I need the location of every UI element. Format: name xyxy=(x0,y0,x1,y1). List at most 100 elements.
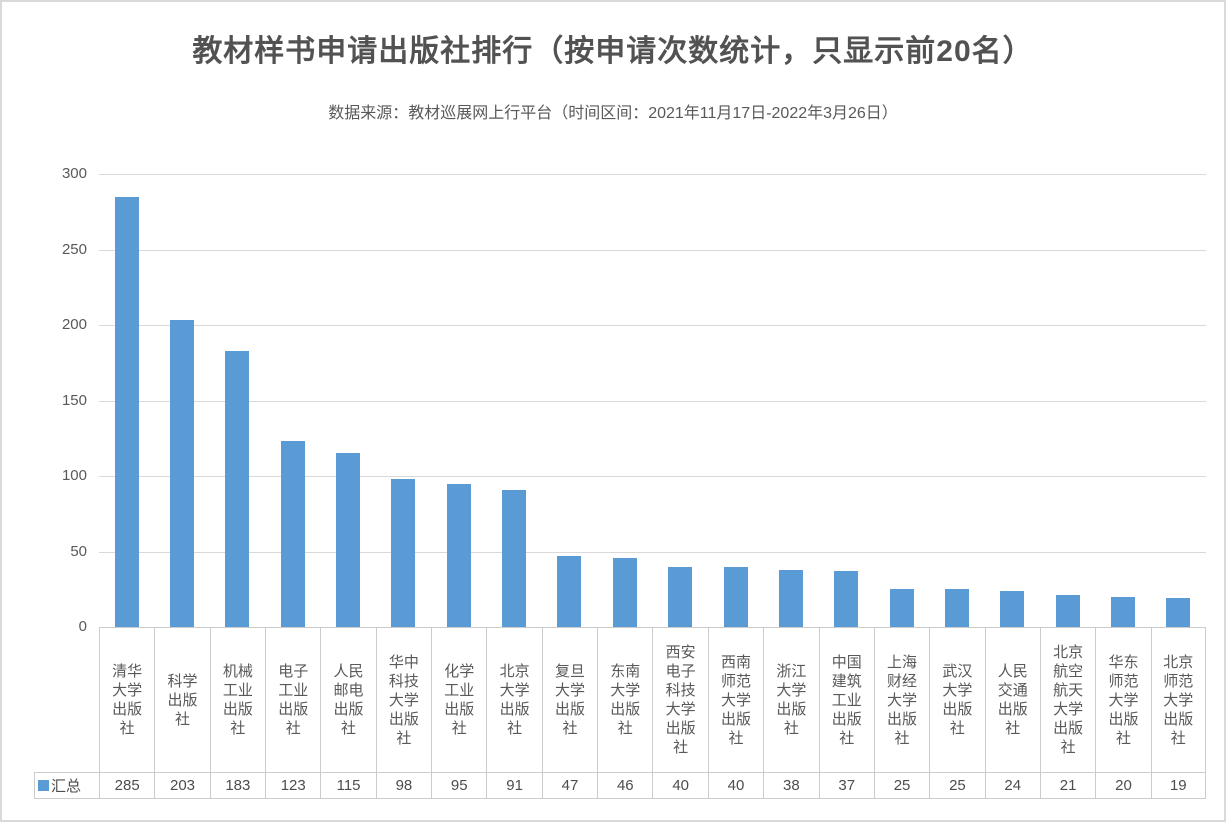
bar[interactable] xyxy=(1055,595,1080,627)
bar[interactable] xyxy=(612,557,637,627)
category-label: 北京大学出版社 xyxy=(499,663,530,737)
bar-column xyxy=(929,174,984,627)
bar-column xyxy=(1151,174,1206,627)
data-table-value-cell: 25 xyxy=(929,773,984,798)
bar-column xyxy=(320,174,375,627)
bar[interactable] xyxy=(225,350,250,627)
bar[interactable] xyxy=(336,453,361,627)
category-label-cell: 东南大学出版社 xyxy=(597,628,652,772)
chart-title: 教材样书申请出版社排行（按申请次数统计，只显示前20名） xyxy=(192,35,1034,68)
bar-column xyxy=(874,174,929,627)
bar[interactable] xyxy=(834,571,859,627)
category-label-cell: 电子工业出版社 xyxy=(265,628,320,772)
bars xyxy=(99,174,1206,627)
bar[interactable] xyxy=(391,479,416,627)
category-label: 西安电子科技大学出版社 xyxy=(665,644,696,756)
category-label-cell: 复旦大学出版社 xyxy=(541,628,597,772)
category-label-cell: 浙江大学出版社 xyxy=(763,628,818,772)
bar[interactable] xyxy=(502,489,527,627)
bar[interactable] xyxy=(889,589,914,627)
data-table-value-cell: 24 xyxy=(984,773,1040,798)
y-tick-label: 0 xyxy=(78,618,87,635)
y-tick-label: 150 xyxy=(61,391,87,409)
bar-column xyxy=(542,174,597,627)
data-table-value-cell: 37 xyxy=(818,773,874,798)
bar[interactable] xyxy=(280,441,305,627)
data-table-value-cell: 25 xyxy=(873,773,929,798)
data-table-value-cell: 285 xyxy=(99,773,154,798)
data-table-value-cell: 40 xyxy=(652,773,707,798)
bar-column xyxy=(210,174,265,627)
y-tick-label: 50 xyxy=(70,542,87,560)
category-label: 华东师范大学出版社 xyxy=(1108,653,1139,747)
bar-column xyxy=(763,174,818,627)
category-label: 复旦大学出版社 xyxy=(554,663,585,737)
data-table-value-cell: 183 xyxy=(209,773,265,798)
data-table-value-cell: 20 xyxy=(1095,773,1150,798)
category-label: 科学出版社 xyxy=(167,672,198,728)
bar[interactable] xyxy=(1000,590,1025,627)
y-axis: 0 50 100 150 200 250 300 xyxy=(22,165,87,635)
gridline xyxy=(99,174,1206,175)
category-label: 东南大学出版社 xyxy=(610,663,641,737)
bar[interactable] xyxy=(446,483,471,627)
bar[interactable] xyxy=(668,566,693,627)
bar-column xyxy=(376,174,431,627)
category-label-cell: 清华大学出版社 xyxy=(99,628,154,772)
category-label: 上海财经大学出版社 xyxy=(887,653,918,747)
category-label-cell: 机械工业出版社 xyxy=(209,628,265,772)
bar[interactable] xyxy=(557,556,582,627)
bar-column xyxy=(99,174,154,627)
category-label: 北京航空航天大学出版社 xyxy=(1053,644,1084,756)
category-label-cell: 人民交通出版社 xyxy=(984,628,1040,772)
category-label-cell: 人民邮电出版社 xyxy=(320,628,375,772)
gridline xyxy=(99,400,1206,402)
data-table-value-cell: 203 xyxy=(154,773,209,798)
bar[interactable] xyxy=(170,320,195,627)
gridline xyxy=(99,325,1206,326)
data-table-value-cell: 91 xyxy=(486,773,541,798)
data-table-row: 285 203 183 123 115 98 95 91 47 46 40 40 38 37 25 25 24 2… xyxy=(99,772,1206,799)
data-table-value-cell: 98 xyxy=(375,773,431,798)
data-table-value-cell: 21 xyxy=(1039,773,1095,798)
series-marker-icon xyxy=(38,780,49,791)
category-label-cell: 中国建筑工业出版社 xyxy=(818,628,874,772)
y-tick-label: 300 xyxy=(61,165,87,182)
category-label: 人民邮电出版社 xyxy=(333,663,364,737)
category-label-cell: 北京师范大学出版社 xyxy=(1150,628,1206,772)
category-label: 电子工业出版社 xyxy=(278,663,309,737)
bar-column xyxy=(486,174,541,627)
bar[interactable] xyxy=(723,566,748,627)
legend-cell[interactable]: 汇总 xyxy=(34,772,99,799)
bar[interactable] xyxy=(778,569,803,627)
data-table-value-cell: 19 xyxy=(1150,773,1206,798)
category-label-cell: 北京航空航天大学出版社 xyxy=(1039,628,1095,772)
category-label-cell: 华东师范大学出版社 xyxy=(1095,628,1150,772)
category-label: 人民交通出版社 xyxy=(997,663,1028,737)
category-label: 清华大学出版社 xyxy=(112,663,143,737)
legend-label: 汇总 xyxy=(51,778,82,795)
bar[interactable] xyxy=(1166,598,1191,627)
category-label: 化学工业出版社 xyxy=(444,663,475,737)
bar[interactable] xyxy=(944,589,969,627)
gridline xyxy=(99,476,1206,477)
gridline xyxy=(99,249,1206,251)
bar[interactable] xyxy=(1110,596,1135,627)
data-table-value-cell: 123 xyxy=(265,773,320,798)
bar-column xyxy=(985,174,1040,627)
category-label-cell: 武汉大学出版社 xyxy=(929,628,984,772)
category-label-cell: 西安电子科技大学出版社 xyxy=(652,628,707,772)
data-table-value-cell: 47 xyxy=(541,773,597,798)
bar-column xyxy=(597,174,652,627)
bar-column xyxy=(708,174,763,627)
data-table-value-cell: 46 xyxy=(597,773,652,798)
data-table-value-cell: 95 xyxy=(431,773,486,798)
category-label-cell: 科学出版社 xyxy=(154,628,209,772)
bar[interactable] xyxy=(114,196,139,627)
category-label: 机械工业出版社 xyxy=(222,663,253,737)
category-label: 华中科技大学出版社 xyxy=(388,653,419,747)
category-label: 武汉大学出版社 xyxy=(942,663,973,737)
chart-subtitle: 数据来源：教材巡展网上行平台（时间区间：2021年11月17日-2022年3月2… xyxy=(328,105,898,122)
category-label-cell: 化学工业出版社 xyxy=(431,628,486,772)
